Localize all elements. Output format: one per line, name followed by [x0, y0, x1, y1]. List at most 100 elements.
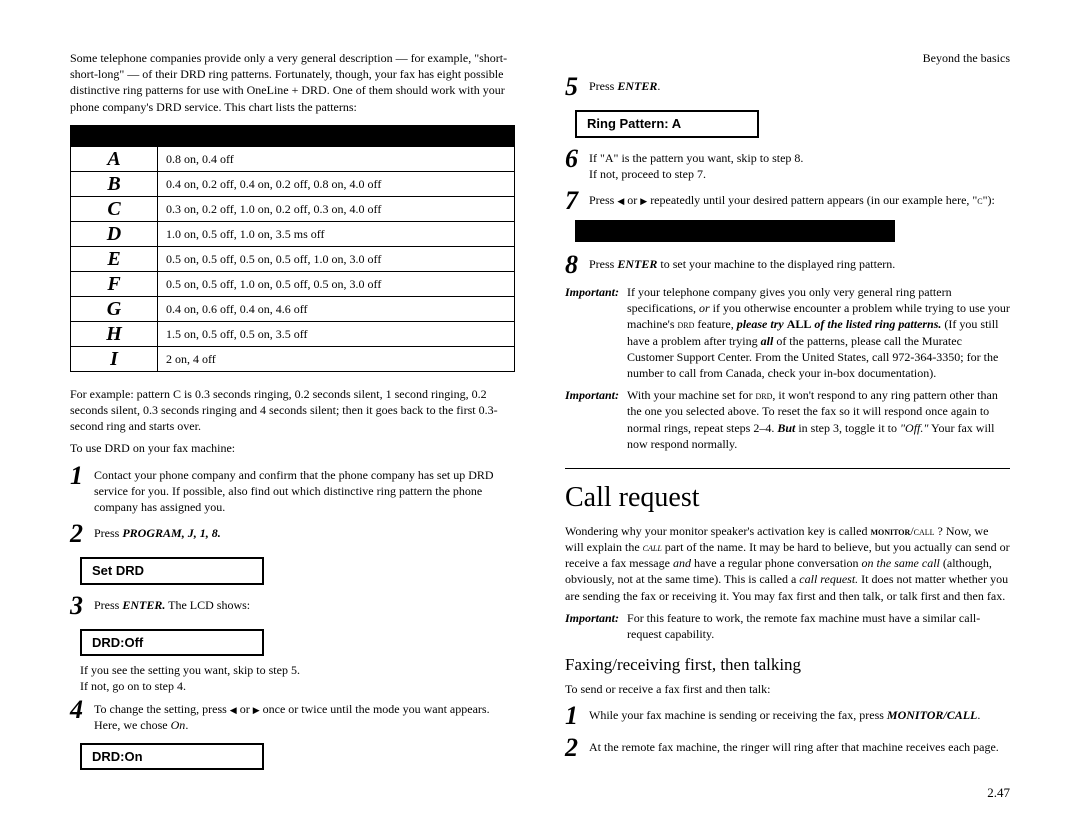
- pattern-desc: 1.5 on, 0.5 off, 0.5 on, 3.5 off: [158, 321, 515, 346]
- example-para: For example: pattern C is 0.3 seconds ri…: [70, 386, 515, 435]
- step-body: At the remote fax machine, the ringer wi…: [589, 735, 1010, 755]
- touse-para: To use DRD on your fax machine:: [70, 440, 515, 456]
- important-note: Important: If your telephone company giv…: [565, 284, 1010, 381]
- step-body: If "A" is the pattern you want, skip to …: [589, 146, 1010, 182]
- callreq-para: Wondering why your monitor speaker's act…: [565, 523, 1010, 604]
- left-column: Some telephone companies provide only a …: [70, 50, 515, 784]
- step-body: To change the setting, press ◀ or ▶ once…: [94, 697, 515, 733]
- important-note: Important: For this feature to work, the…: [565, 610, 1010, 642]
- right-column: Beyond the basics 5 Press ENTER. Ring Pa…: [565, 50, 1010, 784]
- step-number: 6: [565, 146, 583, 172]
- pattern-letter: D: [71, 221, 158, 246]
- important-label: Important:: [565, 284, 619, 381]
- pattern-desc: 0.3 on, 0.2 off, 1.0 on, 0.2 off, 0.3 on…: [158, 196, 515, 221]
- step-7: 7 Press ◀ or ▶ repeatedly until your des…: [565, 188, 1010, 214]
- left-arrow-icon: ◀: [617, 196, 624, 206]
- table-row: D1.0 on, 0.5 off, 1.0 on, 3.5 ms off: [71, 221, 515, 246]
- step-1: 1 Contact your phone company and confirm…: [70, 463, 515, 516]
- right-arrow-icon: ▶: [640, 196, 647, 206]
- text: While your fax machine is sending or rec…: [589, 708, 887, 722]
- intro-para: Some telephone companies provide only a …: [70, 50, 515, 115]
- pattern-letter: I: [71, 346, 158, 371]
- pattern-desc: 1.0 on, 0.5 off, 1.0 on, 3.5 ms off: [158, 221, 515, 246]
- step-body: Press ◀ or ▶ repeatedly until your desir…: [589, 188, 1010, 208]
- pattern-letter: A: [71, 146, 158, 171]
- step-body: Press ENTER to set your machine to the d…: [589, 252, 1010, 272]
- table-row: A0.8 on, 0.4 off: [71, 146, 515, 171]
- step-body: Press ENTER. The LCD shows:: [94, 593, 515, 613]
- step-8: 8 Press ENTER to set your machine to the…: [565, 252, 1010, 278]
- table-row: B0.4 on, 0.2 off, 0.4 on, 0.2 off, 0.8 o…: [71, 171, 515, 196]
- pattern-desc: 0.8 on, 0.4 off: [158, 146, 515, 171]
- step-body: Press PROGRAM, J, 1, 8.: [94, 521, 515, 541]
- table-row: G0.4 on, 0.6 off, 0.4 on, 4.6 off: [71, 296, 515, 321]
- important-note: Important: With your machine set for drd…: [565, 387, 1010, 452]
- pattern-desc: 2 on, 4 off: [158, 346, 515, 371]
- section-header: Beyond the basics: [565, 50, 1010, 66]
- step-5: 5 Press ENTER.: [565, 74, 1010, 100]
- table-row: F0.5 on, 0.5 off, 1.0 on, 0.5 off, 0.5 o…: [71, 271, 515, 296]
- lcd-display: Set DRD: [80, 557, 264, 585]
- section-heading: Call request: [565, 479, 1010, 517]
- pattern-letter: G: [71, 296, 158, 321]
- fr-step-1: 1 While your fax machine is sending or r…: [565, 703, 1010, 729]
- key-name: ENTER: [617, 257, 657, 271]
- text: , J, 1, 8.: [182, 526, 221, 540]
- pattern-letter: C: [71, 196, 158, 221]
- ring-pattern-table: A0.8 on, 0.4 offB0.4 on, 0.2 off, 0.4 on…: [70, 125, 515, 372]
- text: .: [977, 708, 980, 722]
- right-arrow-icon: ▶: [253, 705, 260, 715]
- important-body: For this feature to work, the remote fax…: [627, 610, 1010, 642]
- step-number: 2: [70, 521, 88, 547]
- text: Press: [94, 598, 122, 612]
- divider: [565, 468, 1010, 469]
- tosend-para: To send or receive a fax first and then …: [565, 681, 1010, 697]
- page-number: 2.47: [987, 784, 1010, 802]
- pattern-desc: 0.4 on, 0.6 off, 0.4 on, 4.6 off: [158, 296, 515, 321]
- manual-page: Some telephone companies provide only a …: [70, 50, 1010, 784]
- important-body: If your telephone company gives you only…: [627, 284, 1010, 381]
- step-number: 7: [565, 188, 583, 214]
- important-label: Important:: [565, 610, 619, 642]
- key-name: MONITOR/CALL: [887, 708, 977, 722]
- table-header-bar: [71, 125, 515, 146]
- lcd-display-black: [575, 220, 895, 242]
- step-number: 8: [565, 252, 583, 278]
- step-number: 5: [565, 74, 583, 100]
- table-row: I2 on, 4 off: [71, 346, 515, 371]
- key-name: PROGRAM: [122, 526, 181, 540]
- table-row: H1.5 on, 0.5 off, 0.5 on, 3.5 off: [71, 321, 515, 346]
- text-line: If you see the setting you want, skip to…: [80, 662, 515, 678]
- text: The LCD shows:: [165, 598, 250, 612]
- after-step3: If you see the setting you want, skip to…: [80, 662, 515, 694]
- step-number: 3: [70, 593, 88, 619]
- lcd-display: DRD:Off: [80, 629, 264, 657]
- text: Press: [94, 526, 122, 540]
- text: .: [657, 79, 660, 93]
- step-number: 1: [70, 463, 88, 489]
- key-name: ENTER.: [122, 598, 165, 612]
- text: Press: [589, 257, 617, 271]
- step-6: 6 If "A" is the pattern you want, skip t…: [565, 146, 1010, 182]
- text-line: If not, proceed to step 7.: [589, 166, 1010, 182]
- pattern-desc: 0.5 on, 0.5 off, 0.5 on, 0.5 off, 1.0 on…: [158, 246, 515, 271]
- step-body: Contact your phone company and confirm t…: [94, 463, 515, 516]
- text-line: If not, go on to step 4.: [80, 678, 515, 694]
- step-2: 2 Press PROGRAM, J, 1, 8.: [70, 521, 515, 547]
- table-row: C0.3 on, 0.2 off, 1.0 on, 0.2 off, 0.3 o…: [71, 196, 515, 221]
- pattern-letter: B: [71, 171, 158, 196]
- left-arrow-icon: ◀: [230, 705, 237, 715]
- key-name: ENTER: [617, 79, 657, 93]
- step-number: 2: [565, 735, 583, 761]
- pattern-letter: E: [71, 246, 158, 271]
- step-body: While your fax machine is sending or rec…: [589, 703, 1010, 723]
- text: Press: [589, 79, 617, 93]
- step-number: 1: [565, 703, 583, 729]
- step-3: 3 Press ENTER. The LCD shows:: [70, 593, 515, 619]
- step-number: 4: [70, 697, 88, 723]
- lcd-display: Ring Pattern: A: [575, 110, 759, 138]
- pattern-desc: 0.5 on, 0.5 off, 1.0 on, 0.5 off, 0.5 on…: [158, 271, 515, 296]
- fr-step-2: 2 At the remote fax machine, the ringer …: [565, 735, 1010, 761]
- text-line: If "A" is the pattern you want, skip to …: [589, 150, 1010, 166]
- text: to set your machine to the displayed rin…: [657, 257, 895, 271]
